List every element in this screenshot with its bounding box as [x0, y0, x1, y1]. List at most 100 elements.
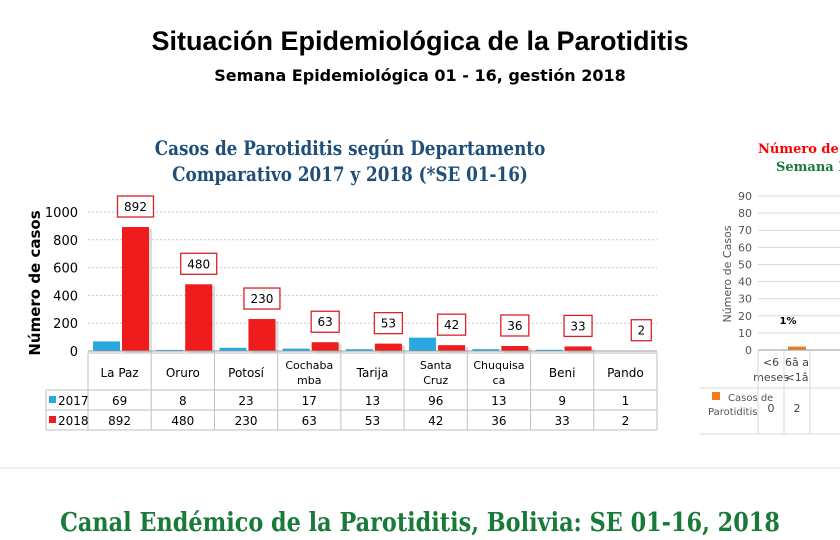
table-value-2017: 13 — [365, 394, 380, 408]
chart-subtitle: Comparativo 2017 y 2018 (*SE 01-16) — [172, 162, 528, 186]
y-tick-label: 90 — [738, 190, 752, 203]
table-value-2017: 9 — [558, 394, 566, 408]
section-title: Canal Endémico de la Parotiditis, Bolivi… — [60, 508, 780, 538]
data-label-box — [563, 314, 593, 338]
data-label: 480 — [187, 257, 210, 271]
category-label: Beni — [549, 366, 576, 380]
legend-swatch-2018 — [49, 416, 56, 423]
age-group-chart-panel: Número de ca Semana Ep 01020304050607080… — [700, 136, 840, 436]
data-label-box — [630, 319, 652, 342]
y-tick-label: 400 — [53, 289, 78, 304]
age-table-value: 2 — [794, 402, 801, 415]
category-label: Potosí — [228, 366, 264, 380]
category-label: Santa — [420, 359, 452, 372]
y-tick-label: 10 — [738, 327, 752, 340]
category-label: Pando — [607, 366, 644, 380]
bar-2018 — [564, 346, 592, 351]
table-value-2018: 53 — [365, 414, 380, 428]
age-chart-title: Número de ca — [758, 142, 840, 157]
bar-2017 — [472, 349, 500, 351]
table-value-2018: 42 — [428, 414, 443, 428]
y-tick-label: 50 — [738, 258, 752, 271]
section-divider — [0, 467, 840, 469]
chart-title: Casos de Parotiditis según Departamento — [154, 136, 546, 160]
table-value-2018: 230 — [235, 414, 258, 428]
data-label-box — [310, 310, 340, 333]
age-category-label: <6 — [763, 356, 779, 369]
legend-label-casos: Casos de — [728, 393, 773, 404]
page-subtitle: Semana Epidemiológica 01 - 16, gestión 2… — [214, 66, 626, 85]
table-value-2018: 33 — [555, 414, 570, 428]
age-percent-label: 1% — [780, 316, 797, 327]
data-label-box — [500, 314, 530, 337]
table-value-2018: 63 — [302, 414, 317, 428]
data-label: 892 — [124, 200, 147, 214]
bar-2017 — [535, 349, 563, 351]
table-value-2018: 2 — [622, 414, 630, 428]
y-tick-label: 600 — [53, 262, 78, 277]
bar-2017 — [156, 349, 184, 351]
category-label: Oruro — [166, 366, 200, 380]
y-tick-label: 80 — [738, 207, 752, 220]
y-tick-label: 0 — [745, 344, 752, 357]
bar-2017 — [93, 341, 120, 351]
table-value-2017: 13 — [491, 394, 506, 408]
data-label-box — [243, 287, 281, 310]
page-title: Situación Epidemiológica de la Parotidit… — [151, 26, 689, 56]
data-label: 230 — [250, 292, 273, 306]
table-value-2017: 8 — [179, 394, 187, 408]
y-axis-label: Número de casos — [26, 210, 44, 355]
age-category-label: 6â a — [785, 356, 809, 369]
table-value-2017: 69 — [112, 394, 127, 408]
legend-swatch-casos — [712, 392, 720, 400]
age-bar — [788, 346, 806, 350]
category-label: ca — [493, 374, 506, 387]
data-label-box — [373, 311, 404, 335]
data-label-box — [180, 252, 218, 275]
y-tick-label: 200 — [53, 317, 78, 332]
y-tick-label: 20 — [738, 310, 752, 323]
legend-label-casos: Parotiditis — [708, 407, 757, 418]
legend-label-2017: 2017 — [58, 394, 89, 408]
category-label: mba — [297, 374, 321, 387]
data-label: 36 — [507, 319, 522, 333]
bar-2018 — [501, 345, 529, 351]
y-tick-label: 40 — [738, 276, 752, 289]
y-tick-label: 0 — [70, 345, 78, 360]
bar-2017 — [219, 347, 247, 351]
y-axis-label: Número de Casos — [721, 225, 734, 322]
legend-label-2018: 2018 — [58, 414, 89, 428]
bar-2018 — [374, 343, 402, 351]
y-tick-label: 60 — [738, 241, 752, 254]
table-value-2017: 96 — [428, 394, 443, 408]
bar-2018 — [311, 342, 339, 351]
category-label: Cruz — [423, 374, 448, 387]
data-label: 53 — [381, 317, 396, 331]
category-label: Cochaba — [285, 359, 333, 372]
data-label: 2 — [637, 324, 645, 338]
bar-2018 — [185, 284, 213, 351]
y-tick-label: 800 — [53, 234, 78, 249]
data-label: 63 — [318, 315, 333, 329]
bar-2017 — [409, 337, 437, 351]
bar-2017 — [282, 348, 310, 351]
data-label: 42 — [444, 318, 459, 332]
bar-2017 — [345, 349, 373, 351]
y-tick-label: 30 — [738, 293, 752, 306]
data-label: 33 — [570, 319, 585, 333]
data-label-box — [116, 195, 155, 218]
age-chart-subtitle: Semana Ep — [776, 160, 840, 175]
y-tick-label: 70 — [738, 224, 752, 237]
category-label: Chuquisa — [473, 359, 524, 372]
bar-2018 — [438, 345, 466, 351]
age-table-value: 0 — [768, 402, 775, 415]
table-value-2017: 1 — [622, 394, 630, 408]
age-category-label: <1â — [786, 371, 809, 384]
age-category-label: meses — [753, 371, 789, 384]
category-label: Tarija — [356, 366, 389, 380]
table-value-2017: 23 — [238, 394, 253, 408]
table-value-2018: 36 — [491, 414, 506, 428]
legend-swatch-2017 — [49, 396, 56, 403]
